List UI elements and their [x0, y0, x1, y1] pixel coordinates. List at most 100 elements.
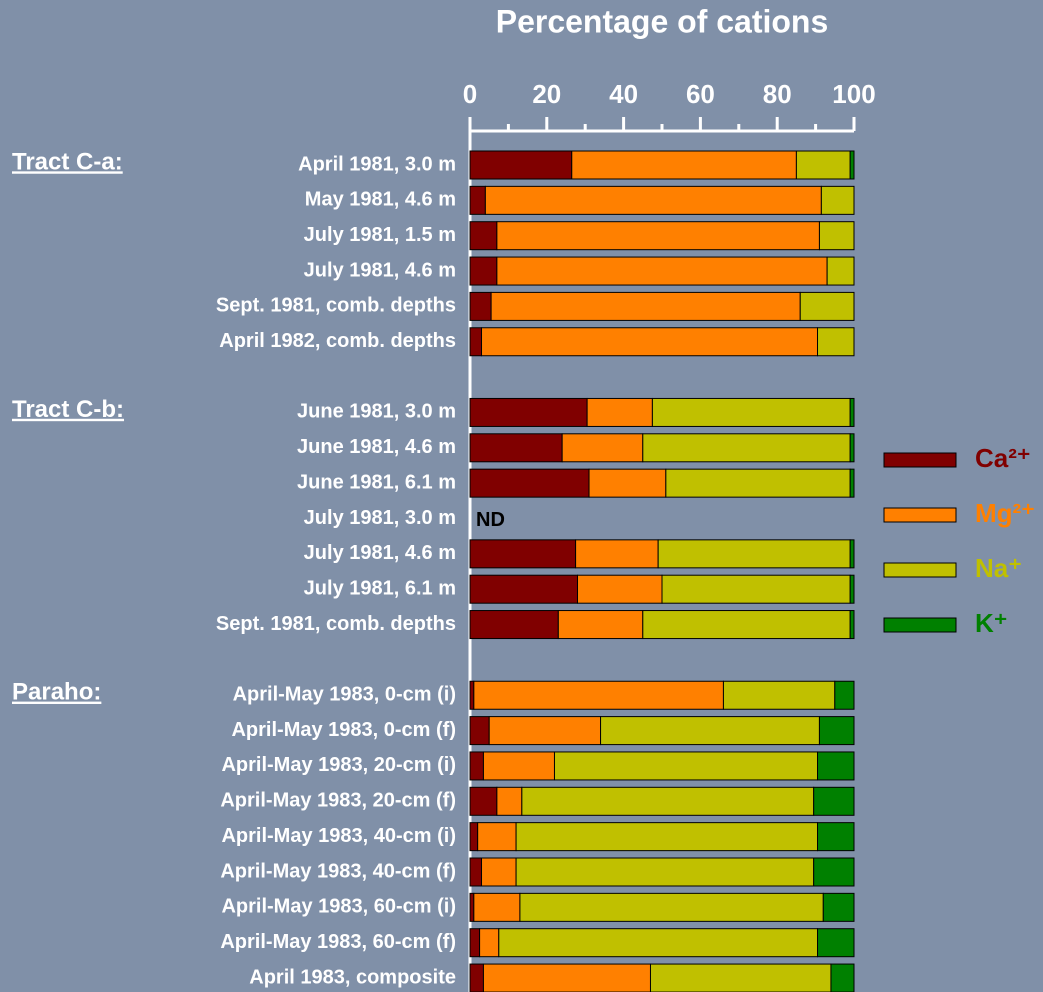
bar-segment [849, 539, 855, 569]
category-label: April-May 1983, 0-cm (i) [233, 684, 456, 706]
category-label: April-May 1983, 60-cm (f) [220, 931, 456, 953]
bar-segment [469, 928, 481, 958]
category-label: April-May 1983, 20-cm (i) [221, 754, 456, 776]
bar-segment [849, 150, 855, 180]
category-label: July 1981, 1.5 m [304, 224, 456, 246]
bar-segment [469, 574, 579, 604]
bar-segment [577, 574, 663, 604]
bar-segment [484, 185, 822, 215]
bar-segment [642, 433, 851, 463]
bar-segment [515, 822, 819, 852]
bar-segment [849, 397, 855, 427]
x-tick-label: 80 [763, 79, 792, 109]
bar-segment [482, 751, 555, 781]
x-tick-label: 100 [832, 79, 875, 109]
category-label: June 1981, 6.1 m [297, 471, 456, 493]
bar-segment [469, 256, 498, 286]
bar-segment [469, 291, 492, 321]
bar-segment [561, 433, 644, 463]
category-label: May 1981, 4.6 m [305, 189, 456, 211]
bar-segment [849, 610, 855, 640]
bar-segment [481, 327, 819, 357]
category-label: April-May 1983, 0-cm (f) [231, 719, 456, 741]
bar-segment [482, 963, 651, 992]
x-tick-label: 40 [609, 79, 638, 109]
bar-segment [469, 397, 588, 427]
bar-segment [473, 680, 724, 710]
legend-label: Ca²⁺ [975, 443, 1031, 473]
bar-segment [557, 610, 644, 640]
bar-segment [488, 716, 602, 746]
category-label: April 1983, composite [249, 966, 456, 988]
bar-segment [490, 291, 801, 321]
group-label: Tract C-b: [12, 396, 124, 423]
legend-label: K⁺ [975, 608, 1008, 638]
category-label: July 1981, 4.6 m [304, 542, 456, 564]
bar-segment [469, 751, 484, 781]
category-label: Sept. 1981, comb. depths [216, 295, 456, 317]
bar-segment [469, 539, 577, 569]
bar-segment [665, 468, 851, 498]
bar-segment [571, 150, 797, 180]
bar-segment [575, 539, 659, 569]
bar-segment [795, 150, 851, 180]
x-tick-label: 20 [532, 79, 561, 109]
note: ND [476, 509, 505, 531]
bar-segment [469, 610, 559, 640]
bar-segment [830, 963, 855, 992]
bar-segment [849, 574, 855, 604]
bar-segment [849, 433, 855, 463]
bar-segment [496, 256, 828, 286]
category-label: April 1982, comb. depths [219, 330, 456, 352]
bar-segment [820, 185, 855, 215]
bar-segment [817, 928, 855, 958]
group-label: Paraho: [12, 679, 101, 706]
bar-segment [473, 892, 521, 922]
bar-segment [834, 680, 855, 710]
bar-segment [817, 822, 855, 852]
x-tick-label: 0 [463, 79, 477, 109]
bar-segment [469, 150, 573, 180]
legend-label: Mg²⁺ [975, 498, 1035, 528]
bar-segment [817, 327, 855, 357]
legend-swatch [883, 617, 957, 633]
bar-segment [822, 892, 855, 922]
bar-segment [799, 291, 855, 321]
category-label: July 1981, 4.6 m [304, 259, 456, 281]
category-label: April-May 1983, 60-cm (i) [221, 896, 456, 918]
category-label: June 1981, 3.0 m [297, 401, 456, 423]
bar-segment [481, 857, 517, 887]
category-label: July 1981, 6.1 m [304, 577, 456, 599]
bar-segment [722, 680, 836, 710]
bar-segment [479, 928, 500, 958]
bar-segment [496, 786, 523, 816]
bar-segment [469, 786, 498, 816]
category-label: April 1981, 3.0 m [298, 153, 456, 175]
bar-segment [469, 221, 498, 251]
bar-segment [515, 857, 815, 887]
bar-segment [600, 716, 820, 746]
bar-segment [813, 857, 855, 887]
bar-segment [469, 822, 479, 852]
bar-segment [818, 716, 855, 746]
bar-segment [586, 397, 653, 427]
category-label: April-May 1983, 40-cm (f) [220, 860, 456, 882]
bar-segment [553, 751, 819, 781]
bar-segment [469, 185, 486, 215]
category-label: June 1981, 4.6 m [297, 436, 456, 458]
legend-swatch [883, 562, 957, 578]
category-label: Sept. 1981, comb. depths [216, 613, 456, 635]
legend-swatch [883, 507, 957, 523]
category-label: April-May 1983, 20-cm (f) [220, 790, 456, 812]
bar-segment [588, 468, 667, 498]
bar-segment [818, 221, 855, 251]
category-label: July 1981, 3.0 m [304, 507, 456, 529]
bar-segment [498, 928, 819, 958]
bar-segment [469, 892, 475, 922]
bar-segment [817, 751, 855, 781]
bar-segment [519, 892, 824, 922]
group-label: Tract C-a: [12, 148, 123, 175]
bar-segment [661, 574, 851, 604]
